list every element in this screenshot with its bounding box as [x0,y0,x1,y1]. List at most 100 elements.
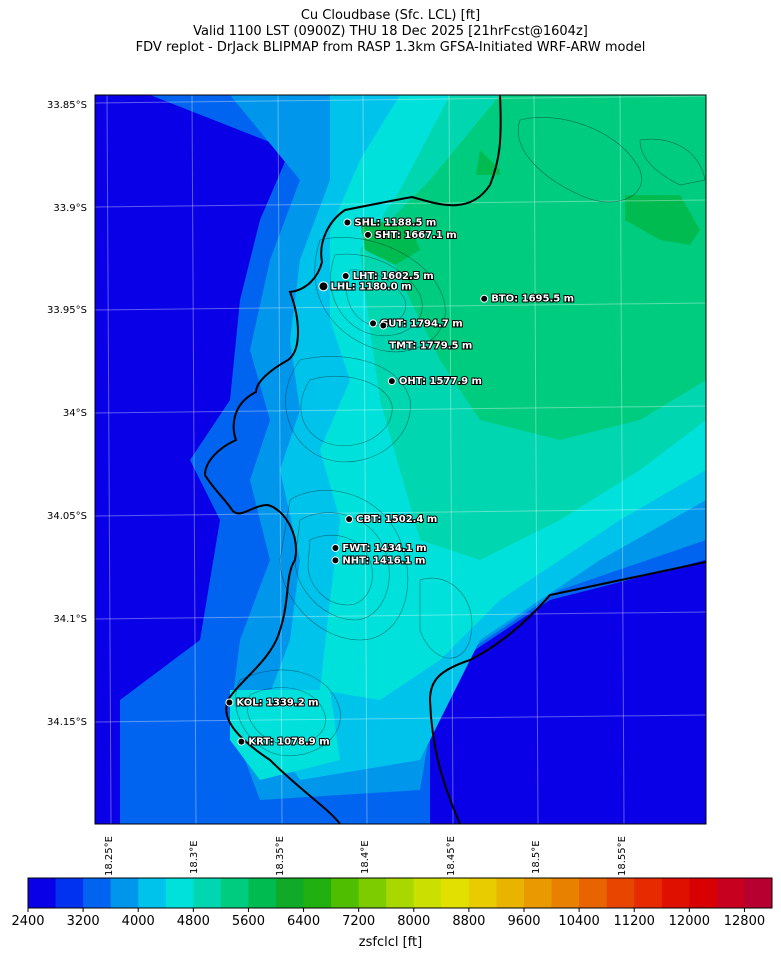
colorbar-tick-label: 4000 [121,914,155,929]
colorbar-tick-label: 8800 [452,914,486,929]
station-marker [331,543,340,552]
station-fwt: FWT: 1434.1 m [331,542,428,555]
colorbar-tick-label: 12800 [723,914,766,929]
station-marker [343,218,352,227]
station-label: CBT: 1502.4 m [356,514,437,525]
station-label: TMT: 1779.5 m [389,340,472,351]
graticule [95,95,706,824]
chart-title-line-2: Valid 1100 LST (0900Z) THU 18 Dec 2025 [… [193,24,588,39]
station-tmt: TMT: 1779.5 m [379,321,473,352]
lon-label-18-35: 18.35°E [275,836,286,876]
colorbar-swatch [386,878,415,908]
station-label: SHL: 1188.5 m [354,217,436,228]
colorbar-swatch [524,878,553,908]
field-zone-cyan-south [230,690,340,780]
colorbar-swatch [661,878,690,908]
colorbar-swatch [303,878,332,908]
colorbar-swatch [716,878,745,908]
chart-title-line-1: Cu Cloudbase (Sfc. LCL) [ft] [300,8,481,23]
station-lht: LHT: 1602.5 m [341,270,435,283]
lat-label-34-15: 34.15°S [47,717,87,728]
lon-label-18-25: 18.25°E [104,836,115,876]
station-marker [225,698,234,707]
station-marker [387,377,396,386]
station-label: KOL: 1339.2 m [236,697,318,708]
colorbar-tick-label: 3200 [66,914,100,929]
colorbar-swatch [606,878,635,908]
map-frame [94,94,707,825]
lat-label-33-85: 33.85°S [47,100,87,111]
colorbar-label: zsfclcl [ft] [358,935,423,950]
colorbar-swatch [276,878,305,908]
colorbar-swatch [55,878,84,908]
lon-label-18-3: 18.3°E [189,840,200,874]
station-label: BTO: 1695.5 m [491,294,574,305]
lat-label-34-05: 34.05°S [47,511,87,522]
coastline-east [428,561,706,824]
field-zone-green [380,95,706,440]
colorbar-swatch [468,878,497,908]
colorbar-swatch [331,878,360,908]
colorbar-tick-label: 7200 [342,914,376,929]
colorbar-swatch [358,878,387,908]
station-marker [480,294,489,303]
lon-label-18-5: 18.5°E [531,840,542,874]
lat-label-33-9: 33.9°S [53,203,87,214]
colorbar-tick-label: 10400 [558,914,600,929]
colorbar-swatch [496,878,525,908]
station-shl: SHL: 1188.5 m [343,216,437,229]
station-marker [369,319,378,328]
station-label: OHT: 1577.9 m [399,376,482,387]
station-marker [341,272,350,281]
colorbar-frame [27,877,773,909]
colorbar-swatch [441,878,470,908]
coastline [203,95,502,824]
station-label: SHT: 1667.1 m [375,230,457,241]
colorbar-tick-label: 12000 [668,914,711,929]
lat-label-33-95: 33.95°S [47,305,87,316]
station-label: GUT: 1794.7 m [380,318,463,329]
colorbar-tick-label: 2400 [11,914,45,929]
colorbar-swatch [413,878,442,908]
station-gut: GUT: 1794.7 m [369,317,464,330]
lon-label-18-55: 18.55°E [617,836,628,876]
station-krt: KRT: 1078.9 m [237,736,331,749]
station-label: LHL: 1180.0 m [330,281,411,292]
colorbar-swatch [193,878,222,908]
colorbar-swatch [634,878,663,908]
colorbar-swatch [220,878,249,908]
colorbar-swatch [110,878,139,908]
lat-label-34: 34°S [62,408,87,419]
field-zone-darkgreen [360,150,700,265]
station-label: NHT: 1416.1 m [342,555,425,566]
colorbar-tick-label: 6400 [287,914,321,929]
map-area [95,95,706,824]
colorbar-swatch [689,878,718,908]
colorbar [27,877,773,912]
station-marker [363,230,372,239]
lat-label-34-1: 34.1°S [53,614,87,625]
colorbar-tick-label: 5600 [231,914,265,929]
chart-title-line-3: FDV replot - DrJack BLIPMAP from RASP 1.… [135,40,646,55]
colorbar-swatch [579,878,608,908]
station-marker [318,281,329,292]
colorbar-swatch [248,878,277,908]
station-oht: OHT: 1577.9 m [387,375,483,388]
station-marker [379,321,388,330]
colorbar-swatch [28,878,57,908]
station-lhl: LHL: 1180.0 m [318,280,413,293]
colorbar-tick-label: 11200 [613,914,655,929]
colorbar-swatch [744,878,773,908]
colorbar-tick-label: 4800 [176,914,210,929]
station-kol: KOL: 1339.2 m [225,696,320,709]
station-label: FWT: 1434.1 m [342,543,426,554]
station-marker [331,556,340,565]
colorbar-swatch [138,878,167,908]
colorbar-tick-label: 9600 [507,914,541,929]
lon-label-18-45: 18.45°E [446,836,457,876]
colorbar-tick-label: 8000 [397,914,431,929]
station-marker [345,515,354,524]
stations-layer: SHL: 1188.5 m SHT: 1667.1 m LHT: 1602.5 mL… [225,216,575,749]
station-sht: SHT: 1667.1 m [363,229,458,242]
